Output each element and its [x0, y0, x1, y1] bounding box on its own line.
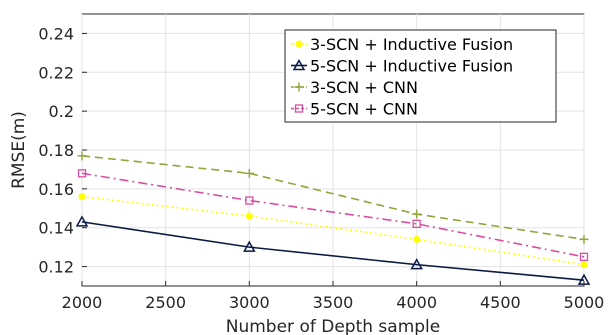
legend-label: 3-SCN + CNN [310, 78, 418, 97]
data-point [244, 168, 254, 178]
x-tick-label: 3500 [313, 293, 354, 312]
series-3 [77, 151, 589, 244]
data-point [77, 151, 87, 161]
legend-label: 5-SCN + Inductive Fusion [310, 57, 513, 76]
series-layer [75, 151, 591, 285]
series-line [81, 221, 585, 281]
data-point [412, 219, 421, 228]
data-point [413, 235, 421, 243]
x-tick-label: 2000 [62, 293, 103, 312]
data-point [580, 261, 588, 269]
x-tick-label: 4500 [480, 293, 521, 312]
x-tick-label: 4000 [396, 293, 437, 312]
data-point [78, 193, 86, 201]
series-1 [78, 193, 588, 269]
series-line [81, 172, 585, 258]
legend-label: 5-SCN + CNN [310, 100, 418, 119]
legend-marker [294, 104, 304, 113]
series-line [81, 155, 585, 241]
data-point [410, 258, 423, 270]
x-axis-ticks: 2000 2500 3000 3500 4000 4500 5000 [62, 281, 605, 312]
data-point [577, 273, 591, 285]
data-point [412, 209, 422, 219]
y-tick-label: 0.18 [38, 141, 74, 160]
legend-label: 3-SCN + Inductive Fusion [310, 35, 513, 54]
x-tick-label: 5000 [564, 293, 605, 312]
legend-marker [295, 40, 303, 48]
data-point [245, 196, 254, 205]
y-tick-label: 0.14 [38, 219, 74, 238]
legend-box [284, 29, 557, 123]
data-point [243, 240, 256, 252]
y-tick-label: 0.2 [49, 102, 74, 121]
data-point [75, 215, 89, 227]
y-tick-label: 0.22 [38, 63, 74, 82]
series-4 [77, 169, 589, 262]
legend-marker [294, 82, 304, 92]
y-tick-label: 0.24 [38, 24, 74, 43]
y-axis-title: RMSE(m) [9, 111, 29, 189]
x-tick-label: 2500 [145, 293, 186, 312]
x-tick-label: 3000 [229, 293, 270, 312]
legend-marker [292, 58, 306, 71]
x-axis-title: Number of Depth sample [226, 317, 440, 335]
y-tick-label: 0.16 [38, 180, 74, 199]
data-point [579, 252, 589, 262]
legend: 3-SCN + Inductive Fusion 5-SCN + Inductiv… [284, 29, 557, 123]
data-point [77, 169, 87, 178]
y-tick-label: 0.12 [38, 258, 74, 277]
y-axis-ticks: 0.12 0.14 0.16 0.18 0.2 0.22 0.24 [38, 24, 87, 277]
series-2 [75, 215, 591, 285]
data-point [579, 234, 589, 244]
data-point [245, 212, 253, 220]
